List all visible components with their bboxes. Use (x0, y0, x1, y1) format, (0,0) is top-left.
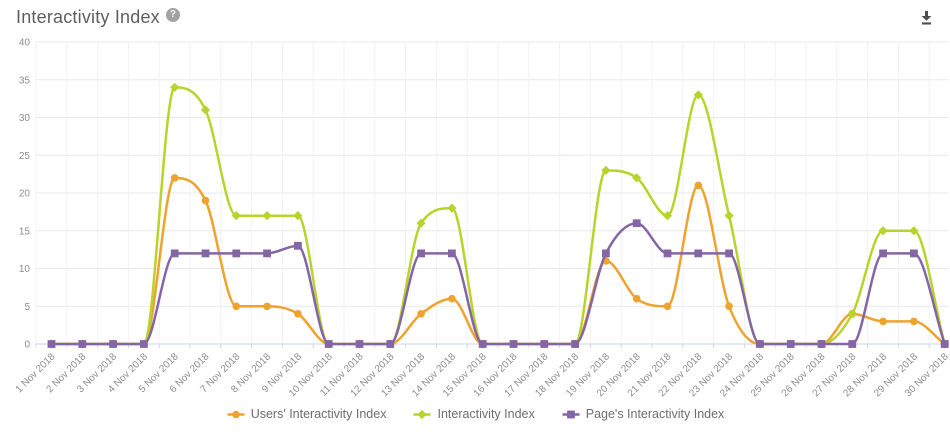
y-axis-label: 30 (19, 113, 31, 124)
data-point-marker-page-s-interactivity-index[interactable] (324, 340, 333, 348)
data-point-marker-interactivity-index[interactable] (231, 211, 241, 221)
data-point-marker-page-s-interactivity-index[interactable] (879, 249, 887, 258)
data-point-marker-interactivity-index[interactable] (200, 105, 211, 115)
data-point-marker-interactivity-index-legend[interactable] (417, 409, 428, 419)
data-point-marker-page-s-interactivity-index[interactable] (602, 249, 610, 258)
data-point-marker-interactivity-index[interactable] (601, 165, 611, 175)
data-point-marker-interactivity-index[interactable] (847, 309, 857, 319)
data-point-marker-users-interactivity-index[interactable] (294, 310, 302, 318)
legend-label: Users' Interactivity Index (250, 407, 387, 421)
data-point-marker-page-s-interactivity-index[interactable] (47, 340, 56, 348)
data-point-marker-page-s-interactivity-index[interactable] (940, 340, 949, 348)
data-point-marker-page-s-interactivity-index[interactable] (78, 340, 87, 348)
y-axis-label: 25 (19, 151, 31, 162)
legend-label: Page's Interactivity Index (585, 407, 725, 421)
data-point-marker-users-interactivity-index[interactable] (663, 302, 672, 311)
data-point-marker-page-s-interactivity-index[interactable] (848, 340, 857, 348)
data-point-marker-users-interactivity-index[interactable] (201, 196, 210, 205)
chart-header: Interactivity Index ? (0, 0, 950, 32)
data-point-marker-page-s-interactivity-index[interactable] (571, 340, 579, 348)
data-point-marker-page-s-interactivity-index[interactable] (294, 241, 302, 250)
data-point-marker-page-s-interactivity-index[interactable] (140, 340, 148, 348)
data-point-marker-page-s-interactivity-index[interactable] (756, 340, 764, 348)
data-point-marker-users-interactivity-index[interactable] (263, 302, 271, 311)
users-series-marker-icon (227, 410, 245, 418)
data-point-marker-users-interactivity-index[interactable] (170, 174, 179, 182)
data-point-marker-interactivity-index[interactable] (909, 226, 919, 236)
y-axis-label: 5 (24, 302, 30, 313)
y-axis-label: 40 (19, 38, 31, 49)
help-icon[interactable]: ? (165, 8, 180, 22)
interactivity-series-marker-icon (413, 409, 431, 419)
data-point-marker-interactivity-index[interactable] (262, 211, 272, 221)
legend-label: Interactivity Index (437, 407, 535, 421)
data-point-marker-page-s-interactivity-index[interactable] (232, 249, 241, 258)
download-button[interactable] (917, 8, 936, 31)
data-point-marker-interactivity-index[interactable] (447, 203, 457, 213)
y-axis-label: 10 (19, 264, 31, 275)
data-point-marker-interactivity-index[interactable] (293, 211, 303, 221)
legend: Users' Interactivity Index Interactivity… (0, 399, 950, 429)
data-point-marker-users-interactivity-index[interactable] (910, 317, 918, 326)
data-point-marker-page-s-interactivity-index[interactable] (725, 249, 733, 258)
data-point-marker-users-interactivity-index[interactable] (632, 294, 641, 303)
data-point-marker-page-s-interactivity-index[interactable] (540, 340, 549, 348)
page-title: Interactivity Index (16, 7, 160, 27)
data-point-marker-users-interactivity-index[interactable] (232, 302, 241, 311)
data-point-marker-page-s-interactivity-index[interactable] (509, 340, 518, 348)
data-point-marker-page-s-interactivity-index[interactable] (170, 249, 179, 258)
data-point-marker-users-interactivity-index[interactable] (879, 317, 887, 326)
y-axis-label: 20 (19, 189, 31, 200)
data-point-marker-users-interactivity-index-legend[interactable] (231, 410, 240, 418)
data-point-marker-page-s-interactivity-index[interactable] (109, 340, 117, 348)
data-point-marker-interactivity-index[interactable] (170, 82, 180, 92)
data-point-marker-users-interactivity-index[interactable] (694, 181, 703, 190)
data-point-marker-page-s-interactivity-index[interactable] (417, 249, 425, 258)
data-point-marker-page-s-interactivity-index[interactable] (786, 340, 795, 348)
data-point-marker-page-s-interactivity-index[interactable] (386, 340, 395, 348)
data-point-marker-page-s-interactivity-index[interactable] (201, 249, 210, 258)
data-point-marker-page-s-interactivity-index[interactable] (263, 249, 271, 258)
data-point-marker-page-s-interactivity-index[interactable] (910, 249, 918, 258)
y-axis-label: 35 (19, 75, 31, 86)
data-point-marker-interactivity-index[interactable] (878, 226, 888, 236)
download-icon (921, 11, 932, 25)
data-point-marker-page-s-interactivity-index[interactable] (355, 340, 364, 348)
legend-item-interactivity-index[interactable]: Interactivity Index (412, 407, 535, 421)
data-point-marker-interactivity-index[interactable] (416, 218, 426, 228)
data-point-marker-page-s-interactivity-index[interactable] (448, 249, 456, 258)
legend-item-pages-interactivity-index[interactable]: Page's Interactivity Index (561, 407, 725, 421)
data-point-marker-page-s-interactivity-index[interactable] (478, 340, 487, 348)
legend-item-users-interactivity-index[interactable]: Users' Interactivity Index (226, 407, 387, 421)
data-point-marker-users-interactivity-index[interactable] (448, 294, 456, 303)
data-point-marker-interactivity-index[interactable] (693, 90, 703, 100)
page-series-marker-icon (562, 410, 580, 418)
data-point-marker-interactivity-index[interactable] (632, 173, 642, 183)
data-point-marker-page-s-interactivity-index-legend[interactable] (566, 410, 575, 418)
y-axis-label: 0 (24, 340, 30, 351)
data-point-marker-page-s-interactivity-index[interactable] (694, 249, 703, 258)
data-point-marker-users-interactivity-index[interactable] (417, 310, 425, 318)
data-point-marker-users-interactivity-index[interactable] (725, 302, 733, 311)
data-point-marker-page-s-interactivity-index[interactable] (663, 249, 672, 258)
data-point-marker-page-s-interactivity-index[interactable] (632, 219, 641, 228)
data-point-marker-interactivity-index[interactable] (724, 211, 734, 221)
y-axis-label: 15 (19, 226, 31, 237)
data-point-marker-interactivity-index[interactable] (662, 211, 673, 221)
data-point-marker-page-s-interactivity-index[interactable] (817, 340, 826, 348)
